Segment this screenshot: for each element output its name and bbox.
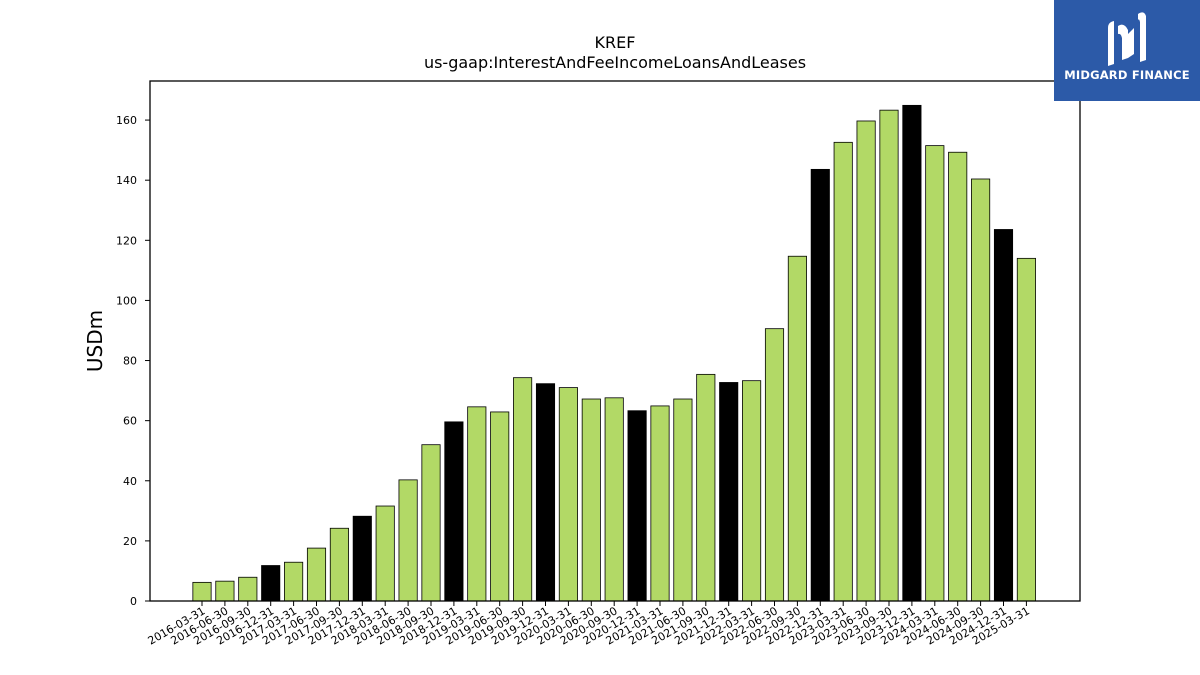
y-tick-label: 100 — [116, 294, 137, 307]
bar-2019-06-30 — [490, 411, 510, 602]
company-logo: MIDGARD FINANCE — [1054, 0, 1200, 101]
y-tick-label: 120 — [116, 234, 137, 247]
bar-2021-03-31 — [650, 405, 670, 602]
y-tick-label: 160 — [116, 114, 137, 127]
bar-2016-12-31 — [261, 565, 281, 602]
bar-2019-12-31 — [535, 383, 556, 602]
bar-2022-12-31 — [810, 168, 830, 602]
bar-2018-12-31 — [444, 421, 464, 602]
bar-2023-03-31 — [833, 141, 853, 602]
bar-2017-12-31 — [352, 515, 372, 602]
bar-2023-09-30 — [879, 109, 899, 602]
bar-2024-06-30 — [948, 151, 968, 602]
bar-2016-03-31 — [192, 581, 212, 602]
bar-2017-03-31 — [284, 561, 304, 602]
bar-2016-06-30 — [215, 580, 235, 602]
bar-2025-03-31 — [1016, 257, 1036, 602]
bar-2018-06-30 — [398, 479, 418, 602]
bar-2020-12-31 — [627, 410, 647, 602]
y-tick-label: 20 — [123, 535, 137, 548]
bar-2021-12-31 — [719, 382, 739, 602]
logo-text: MIDGARD FINANCE — [1064, 68, 1190, 82]
bar-2022-09-30 — [787, 255, 807, 602]
bar-2023-06-30 — [856, 120, 876, 602]
chart-title: KREF — [595, 33, 636, 52]
y-axis: 0 20 40 60 80 100 120 140 160 — [116, 114, 150, 608]
x-axis: 2016-03-312016-06-302016-09-302016-12-31… — [146, 601, 1032, 648]
bar-2018-03-31 — [375, 505, 395, 602]
bar-2024-03-31 — [925, 145, 945, 602]
y-tick-label: 140 — [116, 174, 137, 187]
bar-2021-06-30 — [673, 398, 693, 602]
bar-2021-09-30 — [696, 373, 716, 602]
y-tick-label: 40 — [123, 475, 137, 488]
bar-2023-12-31 — [902, 104, 922, 602]
bar-2020-06-30 — [581, 398, 601, 602]
bar-2024-09-30 — [971, 178, 991, 602]
bar-2024-12-31 — [993, 229, 1014, 602]
y-axis-label: USDm — [83, 310, 107, 372]
bar-2017-09-30 — [329, 527, 349, 602]
bar-2022-06-30 — [764, 328, 785, 602]
bar-2016-09-30 — [238, 576, 258, 602]
y-tick-label: 60 — [123, 415, 137, 428]
plot-frame — [149, 80, 1081, 602]
bar-2019-03-31 — [467, 406, 487, 602]
bar-2020-09-30 — [604, 397, 624, 602]
chart-subtitle: us-gaap:InterestAndFeeIncomeLoansAndLeas… — [424, 53, 806, 72]
midgard-logo-icon — [1108, 12, 1146, 66]
bar-2022-03-31 — [742, 380, 762, 602]
bars-group — [192, 104, 1036, 602]
y-tick-label: 80 — [123, 355, 137, 368]
bar-2017-06-30 — [306, 547, 327, 602]
y-tick-label: 0 — [130, 595, 137, 608]
bar-2018-09-30 — [421, 444, 441, 602]
bar-2020-03-31 — [558, 387, 578, 602]
bar-2019-09-30 — [513, 377, 533, 602]
